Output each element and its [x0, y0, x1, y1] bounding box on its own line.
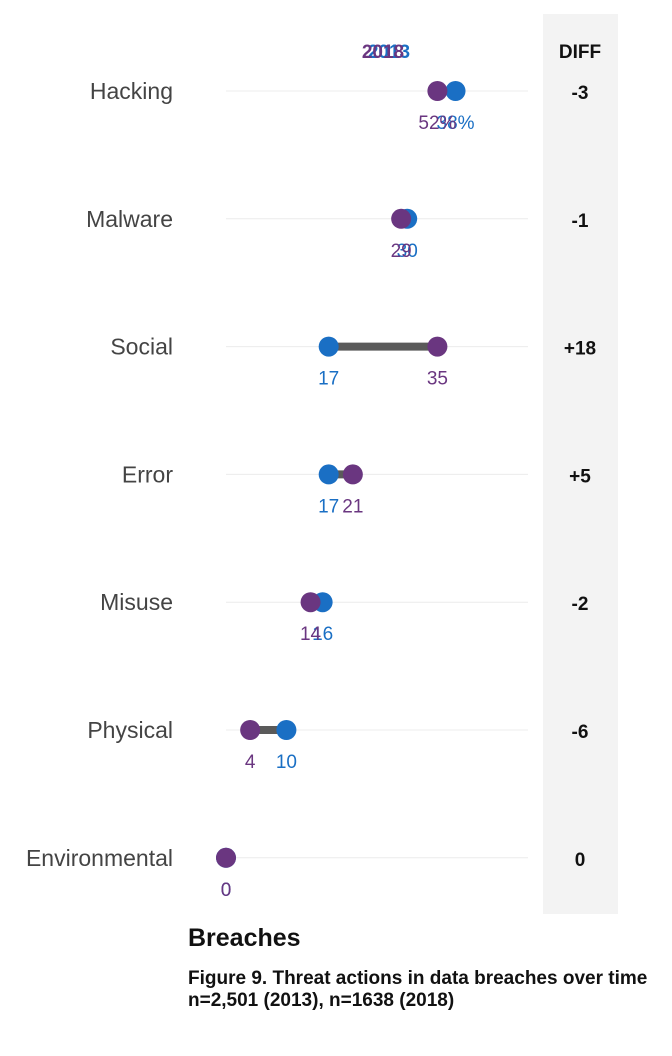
category-label-hacking: Hacking [90, 78, 173, 104]
figure-caption: Figure 9. Threat actions in data breache… [188, 968, 648, 1011]
diff-value-error: +5 [569, 466, 591, 487]
dot-2013-physical [276, 720, 297, 740]
category-label-error: Error [122, 461, 173, 487]
dot-2018-social [427, 336, 448, 357]
value-label-2018-environmental: 0 [221, 880, 232, 901]
dot-2018-error [342, 464, 363, 485]
diff-header: DIFF [559, 42, 601, 63]
category-label-physical: Physical [87, 717, 173, 743]
legend-year-2018: 2018 [362, 42, 404, 63]
dumbbell-chart: DIFF 2013 2018 Hacking38%52%-3Malware302… [26, 14, 618, 914]
diff-value-misuse: -2 [572, 594, 589, 615]
value-label-2018-misuse: 14 [300, 624, 322, 645]
value-label-2018-hacking: 52% [418, 113, 456, 134]
dot-2018-malware [391, 208, 412, 229]
value-label-2018-physical: 4 [245, 752, 256, 773]
legend-year-2013: 2013 [368, 42, 410, 63]
dot-2018-hacking [427, 81, 448, 101]
category-label-malware: Malware [86, 206, 173, 232]
value-label-2018-social: 35 [427, 369, 448, 390]
category-label-misuse: Misuse [100, 589, 173, 615]
value-label-2013-physical: 10 [276, 752, 297, 773]
value-label-2013-hacking: 38% [437, 113, 475, 134]
value-label-2013-misuse: 16 [312, 624, 333, 645]
diff-value-hacking: -3 [572, 83, 589, 104]
dot-2018-misuse [300, 592, 321, 613]
value-label-2013-malware: 30 [397, 241, 418, 262]
dot-2018-environmental [216, 847, 236, 868]
dot-2018-physical [240, 720, 261, 740]
diff-value-physical: -6 [572, 722, 589, 743]
dot-2013-social [318, 336, 339, 357]
diff-value-malware: -1 [572, 211, 589, 232]
value-label-2013-error: 17 [318, 496, 339, 517]
value-label-2018-error: 21 [342, 496, 363, 517]
diff-panel [543, 14, 618, 914]
diff-value-environmental: 0 [575, 850, 586, 871]
value-label-2013-social: 17 [318, 369, 339, 390]
dot-2013-hacking [445, 81, 466, 101]
category-label-social: Social [110, 334, 173, 360]
value-label-2018-malware: 29 [391, 241, 412, 262]
category-label-environmental: Environmental [26, 845, 173, 871]
diff-value-social: +18 [564, 339, 596, 360]
value-label-2013-environmental: 0 [221, 880, 232, 901]
chart-subtitle: Breaches [188, 924, 301, 952]
dot-2013-error [318, 464, 339, 485]
